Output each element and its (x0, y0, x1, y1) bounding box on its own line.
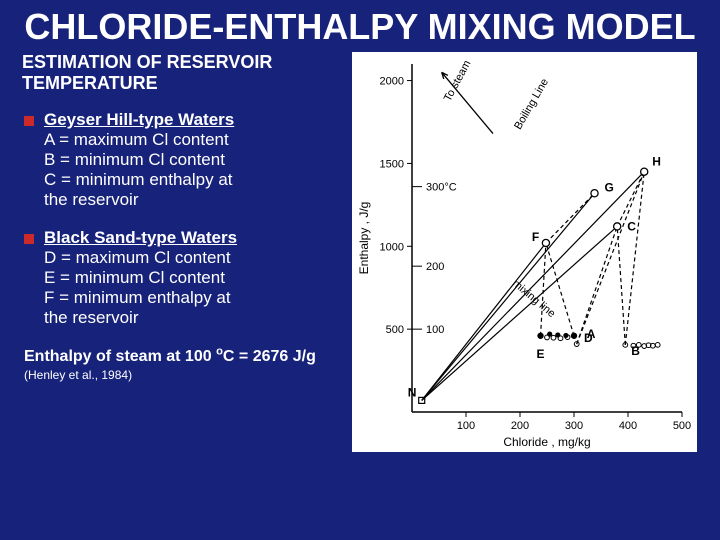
svg-text:500: 500 (386, 324, 404, 336)
svg-text:G: G (605, 180, 614, 194)
svg-text:400: 400 (619, 420, 637, 432)
group-title: Black Sand-type Waters (44, 228, 342, 248)
left-column: ESTIMATION OF RESERVOIR TEMPERATURE Geys… (22, 52, 352, 384)
content-row: ESTIMATION OF RESERVOIR TEMPERATURE Geys… (0, 50, 720, 384)
svg-text:1500: 1500 (380, 158, 404, 170)
group-line: C = minimum enthalpy at (44, 170, 342, 190)
group-line: the reservoir (44, 190, 342, 210)
svg-text:300: 300 (565, 420, 583, 432)
svg-text:300°C: 300°C (426, 181, 457, 193)
group-line: F = minimum enthalpy at (44, 288, 342, 308)
footer-source: (Henley et al., 1984) (24, 368, 132, 382)
section-heading: ESTIMATION OF RESERVOIR TEMPERATURE (22, 52, 342, 94)
svg-text:To steam: To steam (442, 58, 474, 103)
group-geyser: Geyser Hill-type Waters A = maximum Cl c… (22, 110, 342, 210)
right-column: 500100015002000100200300400500100200300°… (352, 52, 710, 384)
enthalpy-chloride-chart: 500 1000 1500 2000 100 200 300 400 500 100 200 300°… (352, 52, 697, 452)
svg-text:F: F (532, 230, 539, 244)
group-line: the reservoir (44, 308, 342, 328)
svg-text:2000: 2000 (380, 75, 404, 87)
svg-text:1000: 1000 (380, 241, 404, 253)
footer-line: Enthalpy of steam at 100 oC = 2676 J/g (24, 348, 316, 365)
group-line: D = maximum Cl content (44, 248, 342, 268)
svg-text:500: 500 (673, 420, 691, 432)
svg-text:100: 100 (426, 324, 444, 336)
svg-text:200: 200 (511, 420, 529, 432)
group-title: Geyser Hill-type Waters (44, 110, 342, 130)
svg-text:mixing line: mixing line (510, 277, 558, 320)
svg-text:Chloride , mg/kg: Chloride , mg/kg (503, 435, 590, 449)
group-line: A = maximum Cl content (44, 130, 342, 150)
svg-text:E: E (537, 347, 545, 361)
group-line: B = minimum Cl content (44, 150, 342, 170)
svg-text:A: A (587, 327, 596, 341)
svg-text:H: H (652, 155, 661, 169)
group-blacksand: Black Sand-type Waters D = maximum Cl co… (22, 228, 342, 328)
svg-text:N: N (408, 385, 417, 399)
svg-text:B: B (631, 344, 640, 358)
svg-text:100: 100 (457, 420, 475, 432)
svg-text:200: 200 (426, 261, 444, 273)
svg-text:Boiling Line: Boiling Line (512, 76, 551, 131)
slide-title: CHLORIDE-ENTHALPY MIXING MODEL (0, 0, 720, 50)
group-line: E = minimum Cl content (44, 268, 342, 288)
svg-text:C: C (627, 219, 636, 233)
footer-note: Enthalpy of steam at 100 oC = 2676 J/g (… (22, 346, 342, 384)
svg-text:Enthalpy , J/g: Enthalpy , J/g (357, 201, 371, 274)
